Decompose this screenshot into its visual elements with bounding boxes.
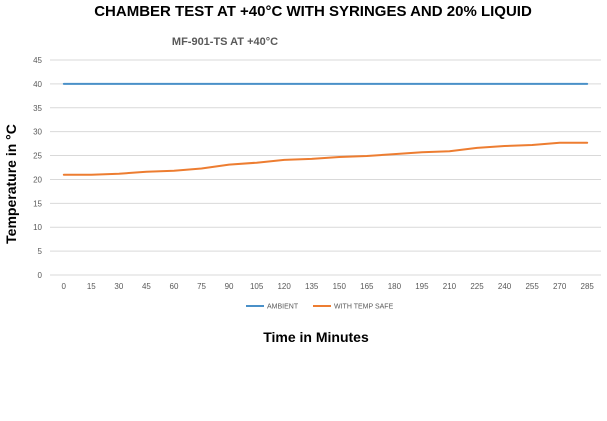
- chart-title: CHAMBER TEST AT +40°C WITH SYRINGES AND …: [94, 3, 532, 20]
- x-tick-label: 270: [553, 282, 567, 291]
- x-tick-label: 255: [525, 282, 539, 291]
- legend-label: WITH TEMP SAFE: [334, 304, 394, 311]
- legend: AMBIENT WITH TEMP SAFE: [246, 304, 394, 311]
- x-axis-title: Time in Minutes: [263, 329, 369, 345]
- y-axis-ticks: 0 5 10 15 20 25 30 35 40 45: [33, 56, 42, 280]
- x-tick-label: 15: [87, 282, 96, 291]
- x-tick-label: 120: [277, 282, 291, 291]
- y-tick-label: 0: [38, 271, 43, 280]
- y-tick-label: 45: [33, 56, 42, 65]
- y-tick-label: 15: [33, 199, 42, 208]
- x-tick-label: 225: [470, 282, 484, 291]
- x-tick-label: 150: [333, 282, 347, 291]
- x-tick-label: 210: [443, 282, 457, 291]
- gridlines: [50, 59, 601, 276]
- x-tick-label: 45: [142, 282, 151, 291]
- y-tick-label: 35: [33, 104, 42, 113]
- x-tick-label: 135: [305, 282, 319, 291]
- x-tick-label: 0: [62, 282, 67, 291]
- series-line-1: [62, 141, 589, 176]
- y-tick-label: 10: [33, 223, 42, 232]
- y-tick-label: 25: [33, 152, 42, 161]
- x-tick-label: 195: [415, 282, 429, 291]
- x-tick-label: 75: [197, 282, 206, 291]
- y-tick-label: 5: [38, 247, 43, 256]
- x-tick-label: 60: [170, 282, 179, 291]
- x-tick-label: 240: [498, 282, 512, 291]
- x-tick-label: 30: [114, 282, 123, 291]
- x-tick-label: 180: [388, 282, 402, 291]
- y-tick-label: 20: [33, 175, 42, 184]
- y-tick-label: 30: [33, 128, 42, 137]
- x-tick-label: 285: [581, 282, 595, 291]
- x-tick-label: 90: [225, 282, 234, 291]
- legend-label: AMBIENT: [267, 304, 299, 311]
- x-axis-ticks: 0 15 30 45 60 75 90 105 120 135 150 165 180 195 210 225…: [62, 282, 595, 291]
- y-axis-title: Temperature in °C: [3, 124, 19, 244]
- x-tick-label: 105: [250, 282, 264, 291]
- series-lines: [62, 82, 589, 176]
- chart-subtitle: MF-901-TS AT +40°C: [172, 36, 278, 48]
- x-tick-label: 165: [360, 282, 374, 291]
- y-tick-label: 40: [33, 80, 42, 89]
